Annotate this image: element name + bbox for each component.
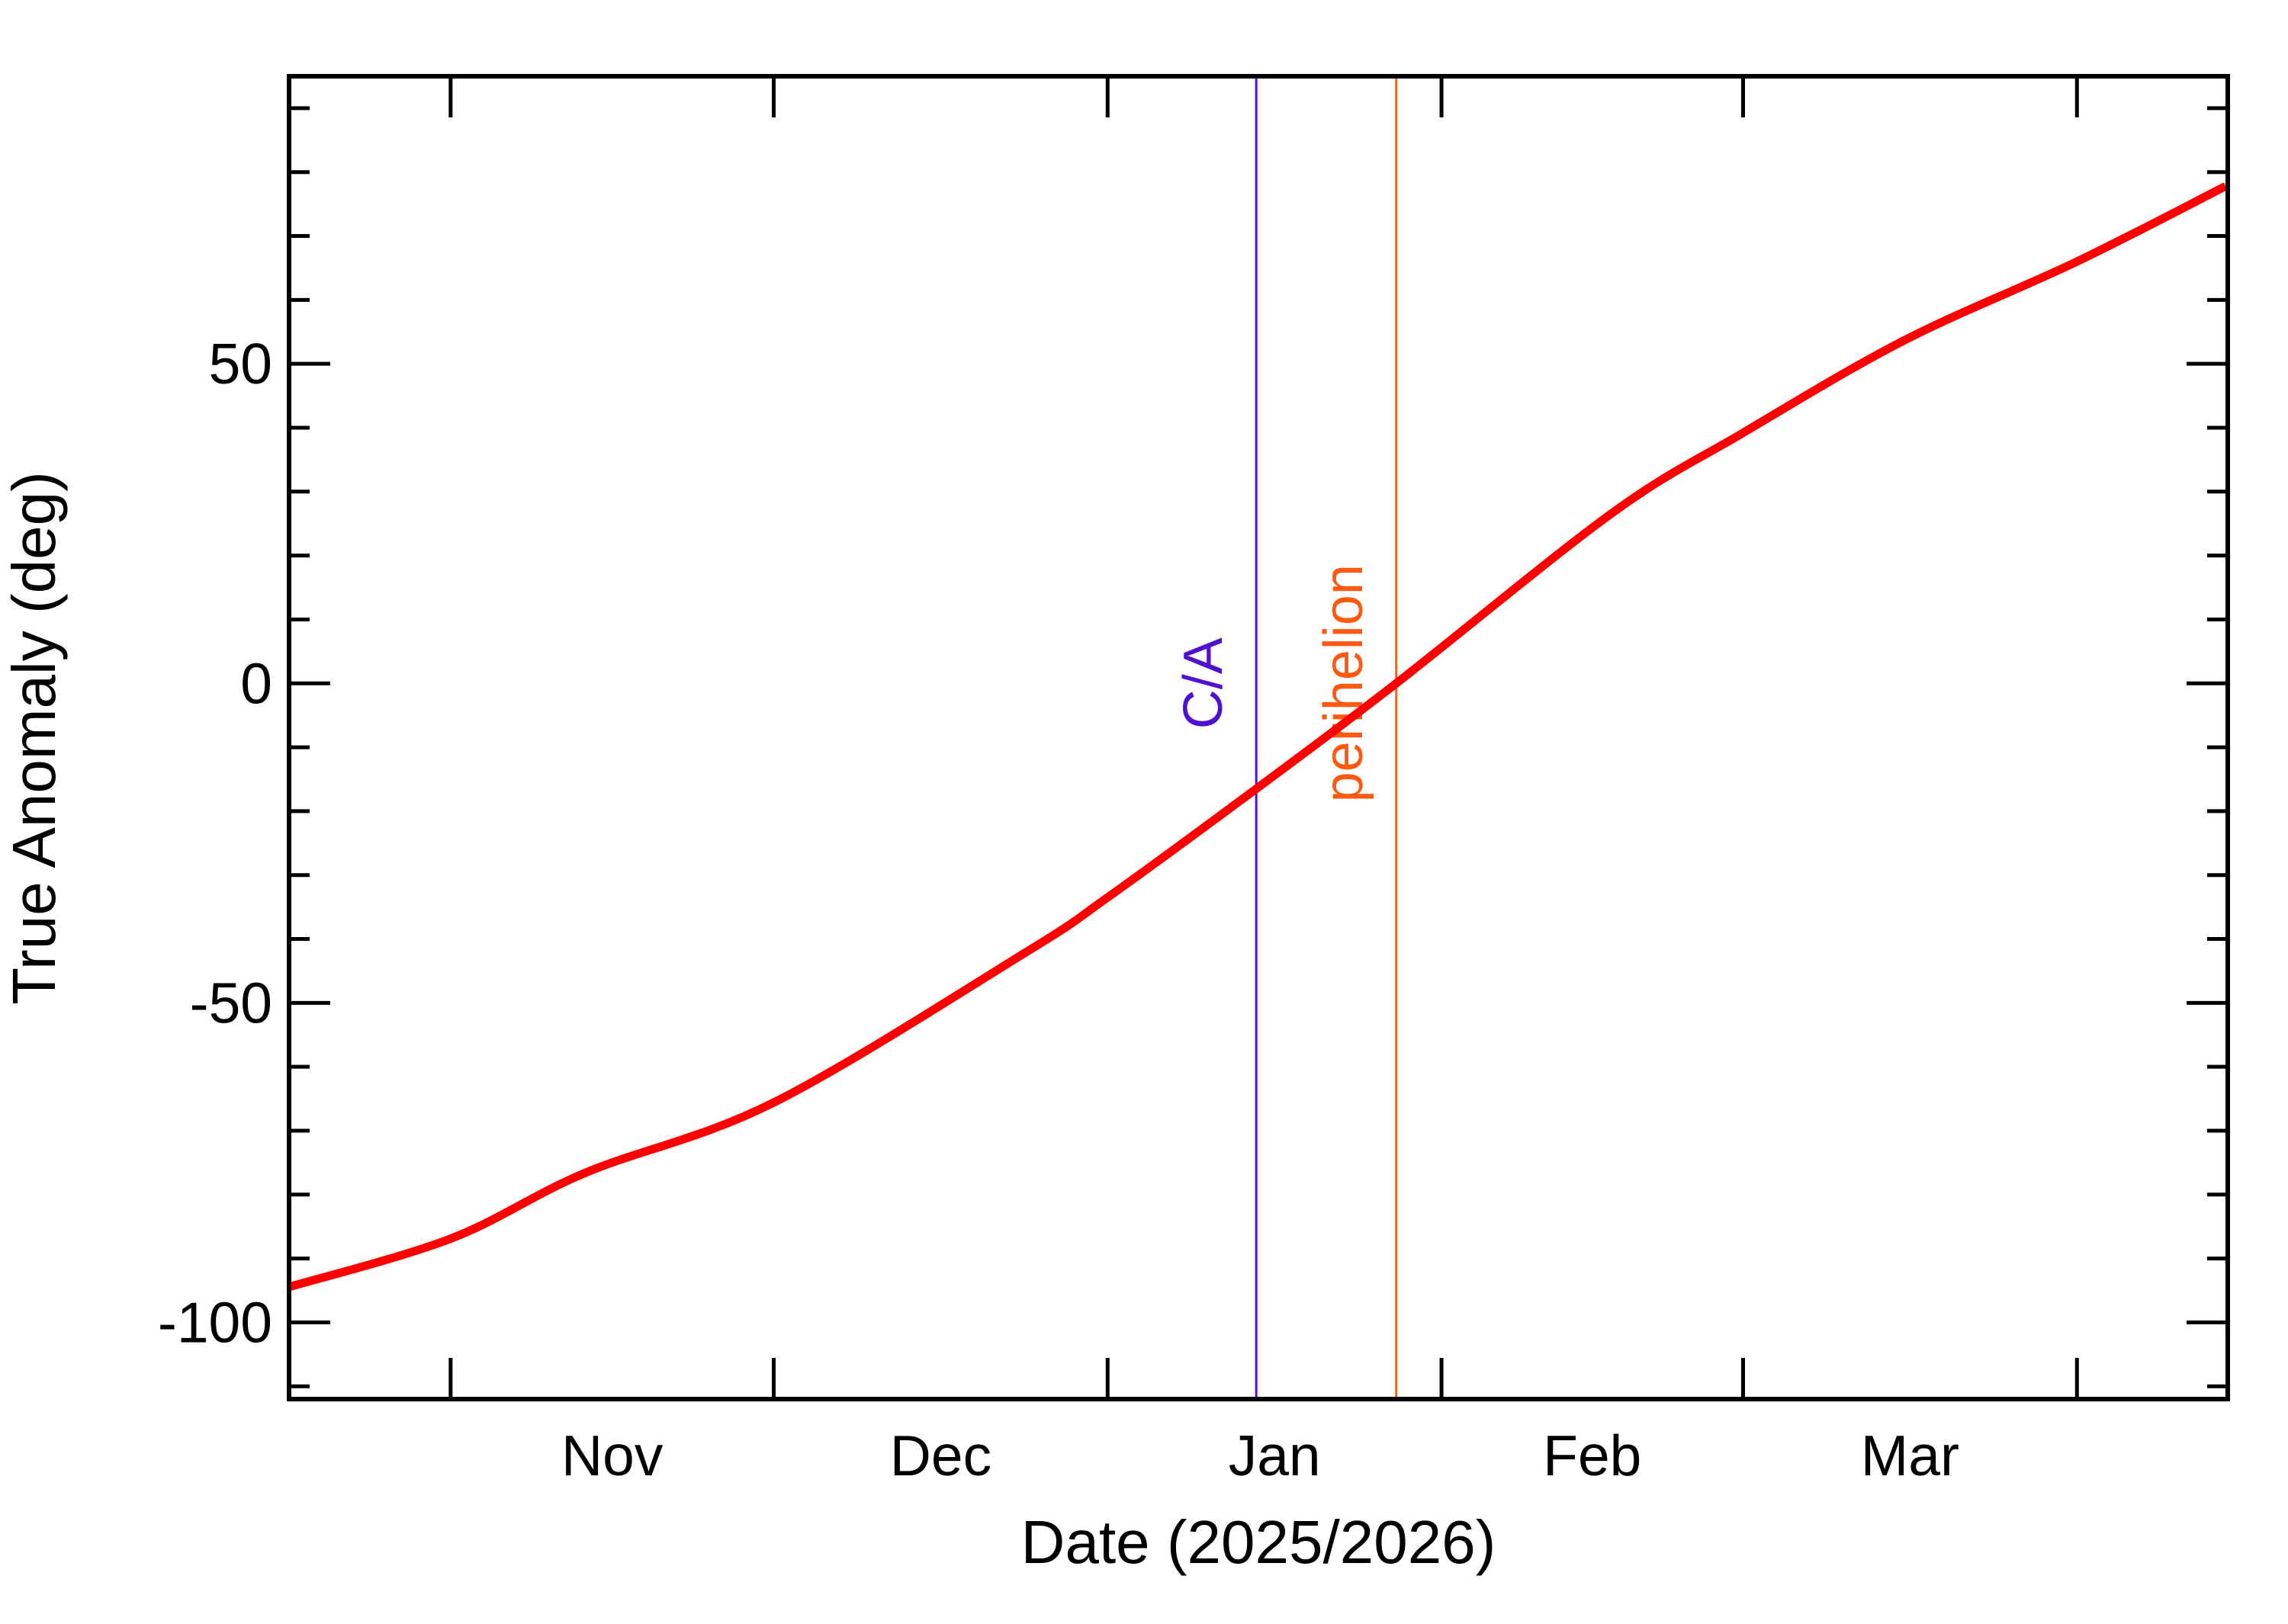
y-tick-label: 50 xyxy=(209,332,272,396)
x-tick-label: Feb xyxy=(1543,1423,1641,1488)
series-line xyxy=(287,182,2228,1292)
event-label: perihelion xyxy=(1313,564,1374,802)
x-tick-label: Jan xyxy=(1229,1423,1321,1488)
y-axis-label: True Anomaly (deg) xyxy=(0,471,68,1005)
plot-frame xyxy=(287,74,2230,1401)
event-label: C/A xyxy=(1173,637,1234,729)
x-tick-label: Dec xyxy=(890,1423,991,1488)
y-tick-label: -50 xyxy=(190,971,272,1035)
y-tick-label: 0 xyxy=(240,651,272,715)
x-tick-label: Nov xyxy=(561,1423,664,1488)
x-axis-label: Date (2025/2026) xyxy=(1021,1508,1496,1576)
x-tick-label: Mar xyxy=(1861,1423,1959,1488)
y-tick-label: -100 xyxy=(158,1290,272,1354)
